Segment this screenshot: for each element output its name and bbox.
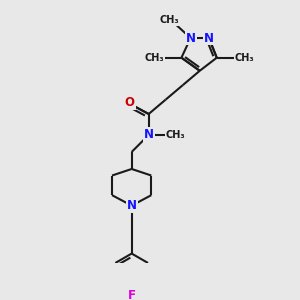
Text: O: O: [124, 96, 135, 109]
Text: CH₃: CH₃: [166, 130, 185, 140]
Text: N: N: [204, 32, 214, 44]
Text: CH₃: CH₃: [235, 53, 254, 63]
Text: N: N: [144, 128, 154, 141]
Text: CH₃: CH₃: [144, 53, 164, 63]
Text: N: N: [186, 32, 196, 44]
Text: N: N: [127, 199, 137, 212]
Text: CH₃: CH₃: [159, 15, 179, 25]
Text: F: F: [128, 290, 136, 300]
